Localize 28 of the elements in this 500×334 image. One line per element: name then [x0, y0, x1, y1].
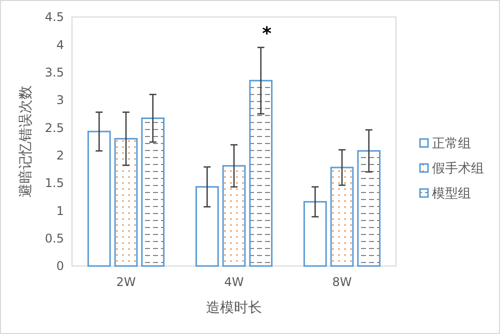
y-tick-label: 4: [56, 38, 64, 52]
y-tick-label: 3: [56, 93, 64, 108]
bar: [141, 118, 165, 267]
y-tick-label: 1: [56, 204, 64, 218]
y-axis-title: 避暗记忆错误次数: [18, 86, 34, 198]
legend-label: 正常组: [432, 136, 471, 152]
y-tick-label: 2: [56, 148, 64, 163]
bar: [357, 150, 381, 267]
legend-label: 模型组: [432, 186, 471, 202]
bar: [195, 186, 219, 267]
x-tick-label: 2W: [116, 275, 136, 289]
x-axis-title: 造模时长: [206, 300, 262, 316]
x-tick-label: 8W: [332, 275, 352, 289]
legend-label: 假手术组: [432, 162, 484, 177]
y-tick-label: 0.5: [44, 232, 64, 246]
bar: [222, 165, 246, 267]
y-tick-label: 3.5: [44, 66, 64, 80]
bar: [330, 166, 354, 267]
y-tick-label: 0: [56, 259, 64, 274]
y-tick-label: 2.5: [44, 120, 64, 135]
bar: [114, 138, 138, 267]
y-tick-label: 1.5: [44, 176, 64, 190]
x-tick-label: 4W: [224, 275, 244, 289]
bar: [303, 201, 327, 267]
annotation: *: [262, 24, 272, 45]
bar: [249, 80, 273, 267]
bar: [87, 130, 111, 267]
y-tick-label: 4.5: [44, 10, 64, 24]
